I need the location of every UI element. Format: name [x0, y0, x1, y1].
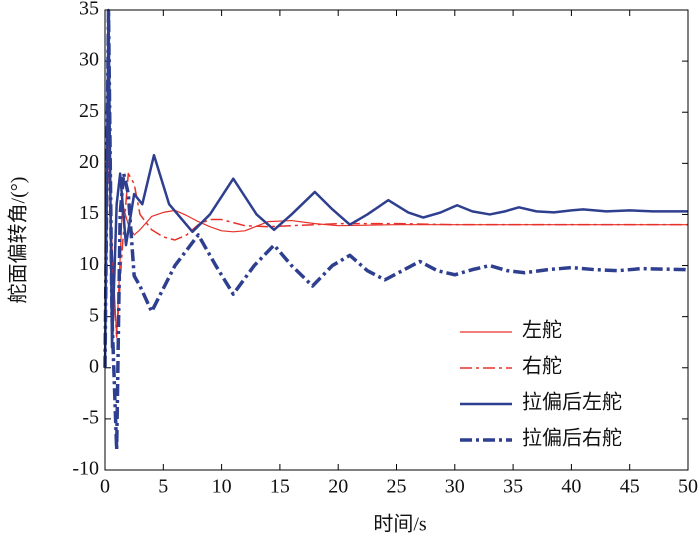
x-axis-label: 时间/s — [373, 513, 427, 536]
x-tick-label: 15 — [270, 476, 290, 498]
legend-label: 左舵 — [522, 319, 562, 342]
x-tick-label: 35 — [503, 476, 523, 498]
x-tick-label: 5 — [158, 476, 168, 498]
y-axis-label: 舵面偏转角/(°) — [7, 177, 30, 304]
series-line — [103, 8, 689, 452]
y-tick-label: 5 — [89, 304, 99, 326]
y-tick-label: 30 — [79, 49, 99, 71]
legend-label: 拉偏后左舵 — [522, 391, 622, 414]
y-tick-label: 20 — [79, 151, 99, 173]
legend-label: 右舵 — [522, 355, 562, 378]
y-tick-label: -5 — [82, 406, 99, 428]
y-tick-label: 35 — [79, 0, 99, 20]
series-line — [104, 142, 688, 368]
y-tick-label: 15 — [79, 202, 99, 224]
x-tick-label: 40 — [561, 476, 581, 498]
x-tick-label: 45 — [620, 476, 640, 498]
series-line — [103, 8, 688, 368]
x-tick-label: 50 — [678, 476, 698, 498]
y-tick-label: 25 — [79, 100, 99, 122]
x-tick-label: 20 — [328, 476, 348, 498]
x-tick-label: 0 — [100, 476, 110, 498]
legend-label: 拉偏后右舵 — [522, 427, 622, 450]
plot-frame — [104, 9, 689, 471]
y-tick-label: 10 — [79, 253, 99, 275]
x-tick-label: 25 — [387, 476, 407, 498]
x-tick-label: 10 — [212, 476, 232, 498]
x-tick-label: 30 — [445, 476, 465, 498]
y-tick-label: 0 — [89, 355, 99, 377]
y-tick-label: -10 — [72, 458, 99, 480]
